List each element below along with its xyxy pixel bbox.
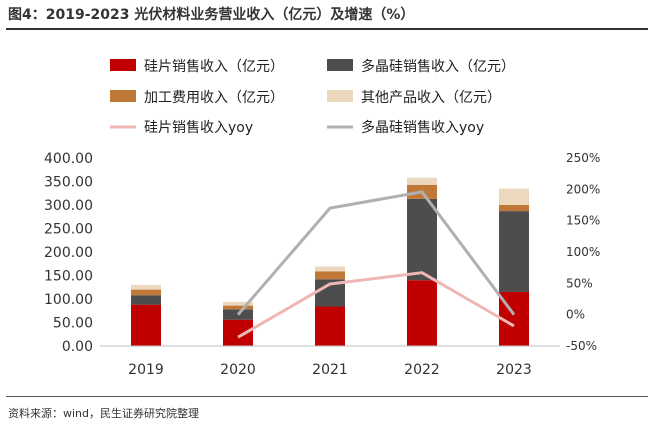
legend-label: 硅片销售收入yoy [144, 120, 253, 136]
y2-tick-label: 0% [566, 308, 585, 322]
legend-swatch [327, 59, 353, 71]
legend-label: 多晶硅销售收入yoy [361, 119, 484, 136]
y2-tick-label: 100% [566, 245, 600, 259]
y2-tick-label: 50% [566, 276, 593, 290]
x-tick-label: 2019 [128, 362, 164, 378]
bottom-rule [6, 396, 648, 397]
bar-segment [315, 271, 345, 280]
y-tick-label: 250.00 [44, 222, 93, 238]
bar-segment [131, 284, 161, 290]
y-tick-label: 150.00 [44, 269, 93, 285]
bar-segment [131, 295, 161, 305]
legend-swatch [327, 90, 353, 102]
figure-title: 图4：2019-2023 光伏材料业务营业收入（亿元）及增速（%） [8, 7, 415, 23]
y-tick-label: 300.00 [44, 198, 93, 214]
x-tick-label: 2021 [312, 362, 348, 378]
bar-segment [223, 305, 253, 310]
y-tick-label: 200.00 [44, 245, 93, 261]
bar-segment [499, 205, 529, 212]
bar-segment [131, 289, 161, 296]
x-tick-label: 2020 [220, 362, 256, 378]
bar-segment [499, 188, 529, 205]
y2-tick-label: 250% [566, 151, 600, 165]
legend-label: 多晶硅销售收入（亿元） [361, 58, 515, 75]
bar-segment [499, 211, 529, 292]
y2-tick-label: 200% [566, 182, 600, 196]
y-tick-label: 0.00 [62, 339, 93, 355]
y-axis-left: 0.00 50.00 100.00 150.00 200.00 250.00 300.00 3… [44, 151, 93, 355]
bar-series [131, 177, 529, 346]
bar-segment [131, 304, 161, 346]
bar-segment [223, 301, 253, 306]
bar-segment [407, 280, 437, 346]
source-note: 资料来源：wind，民生证券研究院整理 [8, 407, 200, 420]
yoy-line [237, 271, 515, 339]
yoy-line [236, 190, 516, 316]
legend-label: 其他产品收入（亿元） [361, 90, 501, 106]
bar-segment [407, 198, 437, 281]
y2-tick-label: -50% [566, 339, 597, 353]
legend-label: 加工费用收入（亿元） [144, 90, 284, 106]
legend-swatch [110, 59, 136, 71]
yoy-lines [236, 190, 516, 339]
y2-tick-label: 150% [566, 214, 600, 228]
x-axis: 2019 2020 2021 2022 2023 [100, 345, 560, 378]
x-tick-label: 2023 [496, 362, 532, 378]
legend: 硅片销售收入（亿元） 多晶硅销售收入（亿元） 加工费用收入（亿元） 其他产品收入（亿元… [110, 58, 515, 136]
y-tick-label: 400.00 [44, 151, 93, 167]
bar-segment [407, 177, 437, 185]
y-tick-label: 350.00 [44, 175, 93, 191]
legend-swatch [110, 90, 136, 102]
bar-segment [315, 266, 345, 272]
y-tick-label: 100.00 [44, 292, 93, 308]
y-axis-right: -50% 0% 50% 100% 150% 200% 250% [566, 151, 600, 353]
bar-segment [315, 306, 345, 346]
y-tick-label: 50.00 [53, 316, 93, 332]
x-tick-label: 2022 [404, 362, 440, 378]
top-rule [6, 28, 648, 30]
legend-label: 硅片销售收入（亿元） [144, 59, 284, 75]
